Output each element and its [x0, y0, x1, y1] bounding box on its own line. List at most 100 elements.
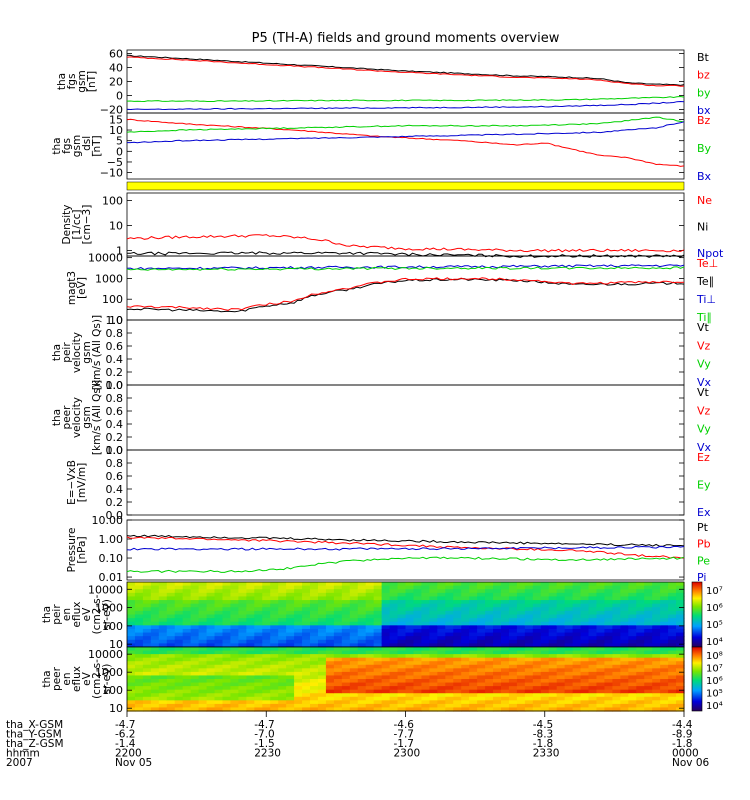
ephemeris-value: -4.4 — [672, 719, 693, 731]
spectrogram-cell — [127, 600, 136, 605]
spectrogram-cell — [150, 632, 160, 637]
spectrogram-cell — [246, 689, 255, 694]
spectrogram-cell — [676, 600, 685, 605]
spectrogram-cell — [333, 628, 343, 634]
spectrogram-cell — [453, 625, 462, 630]
spectrogram-cell — [349, 647, 359, 652]
spectrogram-cell — [628, 596, 637, 601]
spectrogram-cell — [477, 664, 486, 669]
spectrogram-cell — [580, 700, 590, 705]
spectrogram-cell — [469, 700, 478, 705]
spectrogram-cell — [477, 686, 486, 691]
spectrogram-cell — [548, 636, 558, 641]
spectrogram-cell — [238, 675, 247, 680]
spectrogram-cell — [437, 621, 446, 626]
tick-label: 1000 — [95, 602, 123, 615]
spectrogram-cell — [532, 696, 542, 701]
spectrogram-cell — [389, 585, 399, 590]
tick-label: 10000 — [88, 648, 123, 661]
spectrogram-cell — [596, 582, 606, 587]
spectrogram-cell — [421, 654, 430, 659]
spectrogram-cell — [477, 682, 486, 687]
spectrogram-cell — [302, 610, 311, 616]
spectrogram-cell — [302, 657, 311, 662]
spectrogram-cell — [262, 693, 271, 698]
spectrogram-cell — [206, 639, 216, 644]
spectrogram-cell — [158, 596, 168, 601]
spectrogram-cell — [604, 700, 613, 705]
spectrogram-cell — [238, 689, 247, 694]
spectrogram-cell — [500, 664, 510, 669]
spectrogram-cell — [604, 592, 613, 598]
spectrogram-cell — [660, 596, 669, 601]
spectrogram-cell — [532, 693, 542, 698]
spectrogram-cell — [540, 707, 550, 712]
spectrogram-cell — [453, 639, 462, 644]
legend-entry: Vx — [697, 376, 712, 389]
spectrogram-cell — [127, 636, 136, 641]
spectrogram-cell — [548, 643, 558, 648]
spectrogram-cell — [532, 650, 542, 655]
spectrogram-cell — [580, 671, 590, 677]
spectrogram-cell — [524, 639, 534, 644]
spectrogram-cell — [445, 650, 454, 655]
spectrogram-cell — [413, 585, 423, 590]
spectrogram-cell — [278, 696, 287, 701]
spectrogram-cell — [405, 682, 415, 687]
ephemeris-value: -8.9 — [672, 729, 693, 741]
spectrogram-cell — [469, 664, 478, 669]
spectrogram-cell — [381, 664, 391, 669]
spectrogram-cell — [445, 664, 454, 669]
spectrogram-cell — [493, 686, 502, 691]
spectrogram-cell — [254, 621, 263, 626]
spectrogram-cell — [500, 628, 510, 634]
y-axis-label: eflux — [71, 602, 83, 628]
spectrogram-cell — [548, 700, 558, 705]
spectrogram-cell — [524, 668, 534, 673]
spectrogram-cell — [540, 686, 550, 691]
y-axis-label: tha — [41, 606, 53, 623]
spectrogram-cell — [222, 618, 232, 623]
spectrogram-cell — [254, 671, 263, 677]
spectrogram-cell — [317, 650, 327, 655]
spectrogram-cell — [286, 675, 295, 680]
spectrogram-cell — [405, 661, 415, 666]
spectrogram-cell — [246, 664, 255, 669]
spectrogram-cell — [341, 703, 351, 709]
spectrogram-cell — [158, 614, 168, 619]
spectrogram-cell — [254, 614, 263, 619]
spectrogram-cell — [429, 689, 438, 694]
spectrogram-cell — [620, 700, 629, 705]
spectrogram-cell — [500, 632, 510, 637]
spectrogram-cell — [365, 664, 375, 669]
spectrogram-cell — [469, 671, 478, 677]
spectrogram-cell — [174, 707, 184, 712]
spectrogram-cell — [270, 654, 279, 659]
spectrogram-cell — [453, 679, 462, 684]
spectrogram-cell — [508, 632, 518, 637]
spectrogram-cell — [588, 600, 598, 605]
spectrogram-cell — [461, 682, 470, 687]
spectrogram-cell — [660, 632, 669, 637]
spectrogram-cell — [270, 657, 279, 662]
spectrogram-cell — [325, 696, 335, 701]
spectrogram-cell — [628, 661, 637, 666]
spectrogram-cell — [222, 686, 232, 691]
spectrogram-cell — [596, 650, 606, 655]
spectrogram-cell — [357, 668, 367, 673]
spectrogram-cell — [580, 639, 590, 644]
spectrogram-cell — [445, 693, 454, 698]
spectrogram-cell — [158, 600, 168, 605]
spectrogram-cell — [310, 668, 319, 673]
spectrogram-cell — [166, 682, 176, 687]
spectrogram-cell — [405, 675, 415, 680]
spectrogram-cell — [524, 628, 534, 634]
spectrogram-cell — [302, 703, 311, 709]
spectrogram-cell — [676, 654, 685, 659]
spectrogram-cell — [508, 628, 518, 634]
spectrogram-cell — [246, 671, 255, 677]
spectrogram-cell — [508, 703, 518, 709]
spectrogram-cell — [397, 621, 407, 626]
y-axis-label: [nT] — [86, 71, 98, 92]
spectrogram-cell — [142, 671, 152, 677]
